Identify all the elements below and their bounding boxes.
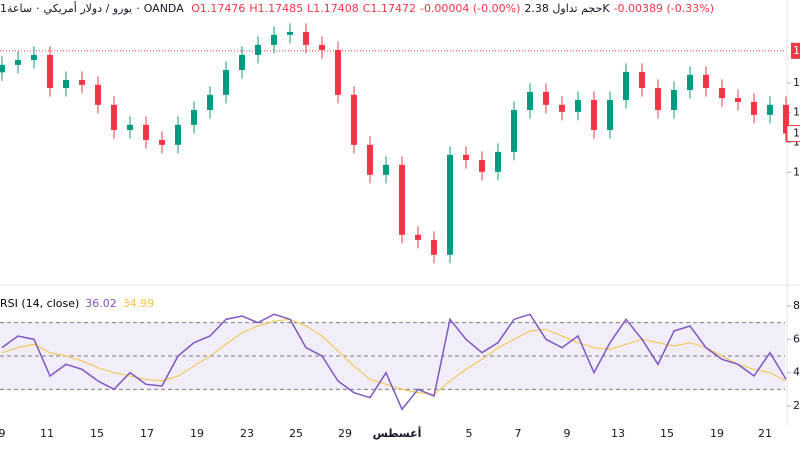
candle-body: [335, 49, 341, 95]
x-tick-label: 15: [660, 427, 674, 440]
rsi-line: [1, 318, 787, 395]
candle-body: [47, 54, 53, 89]
rsi-value: 36.02: [85, 297, 117, 310]
x-tick-label: 17: [140, 427, 154, 440]
candle-body: [319, 44, 325, 50]
close: C1.17472: [362, 2, 416, 15]
y-tick-label: 1: [793, 76, 800, 89]
candle-body: [31, 54, 37, 60]
candle-body: [527, 91, 533, 110]
symbol: يورو / دولار أمريكي: [43, 2, 133, 15]
reference-tag: [791, 42, 800, 59]
candle-body: [623, 71, 629, 100]
x-tick-label: 19: [710, 427, 724, 440]
candle-body: [15, 59, 21, 65]
x-tick-label: 13: [611, 427, 625, 440]
candle-body: [591, 99, 597, 130]
candle-body: [655, 88, 661, 110]
x-tick-label: 23: [240, 427, 254, 440]
candle-body: [543, 91, 549, 105]
candle-body: [495, 151, 501, 172]
high: H1.17485: [249, 2, 304, 15]
candle-body: [255, 44, 261, 55]
candle-body: [287, 31, 293, 35]
interval: 1ساعة: [0, 2, 33, 15]
x-tick-label: 19: [190, 427, 204, 440]
candle-body: [399, 164, 405, 235]
candle-body: [463, 154, 469, 160]
day-change: -0.00389 (-0.33%): [613, 2, 715, 15]
low: L1.17408: [307, 2, 359, 15]
header: 1ساعة · يورو / دولار أمريكي · OANDA O1.17476…: [0, 2, 718, 15]
x-tick-label: 5: [466, 427, 473, 440]
change: -0.00004 (-0.00%): [419, 2, 521, 15]
volume: حجم تداول 2.38K: [524, 2, 610, 15]
y-tick-label: 6: [793, 332, 800, 345]
candle-body: [383, 164, 389, 175]
candle-body: [415, 234, 421, 240]
x-tick-label: 15: [90, 427, 104, 440]
x-tick-label: 9: [564, 427, 571, 440]
candle-body: [703, 74, 709, 89]
candle-body: [143, 124, 149, 140]
candle-body: [559, 104, 565, 112]
candle-body: [303, 31, 309, 45]
candle-body: [223, 69, 229, 95]
separator: ·: [136, 2, 140, 15]
candle-body: [575, 99, 581, 112]
candle-body: [79, 79, 85, 85]
y-tick-label: 4: [793, 366, 800, 379]
candle-body: [207, 94, 213, 110]
reference-label: 1: [793, 44, 800, 57]
x-tick-label: 7: [515, 427, 522, 440]
x-tick-label: 25: [289, 427, 303, 440]
y-tick-label: 1: [793, 106, 800, 119]
open: O1.17476: [191, 2, 246, 15]
y-tick-label: 2: [793, 399, 800, 412]
rsi-line: [1, 313, 787, 411]
candle-body: [175, 124, 181, 145]
candle-body: [431, 239, 437, 255]
x-tick-label: أغسطس: [373, 426, 422, 440]
candle-body: [351, 94, 357, 145]
x-tick-label: 9: [0, 427, 6, 440]
candle-body: [783, 104, 789, 134]
y-tick-label: 8: [793, 299, 800, 312]
candle-body: [671, 89, 677, 110]
candle-body: [239, 54, 245, 70]
candle-body: [639, 71, 645, 89]
candle-body: [0, 64, 5, 73]
candle-body: [735, 98, 741, 102]
x-tick-label: 11: [40, 427, 54, 440]
x-tick-label: 29: [338, 427, 352, 440]
candle-body: [511, 109, 517, 152]
candle-body: [367, 144, 373, 175]
rsi-legend: RSI (14, close) 36.02 34.99: [0, 297, 160, 310]
candle-body: [127, 124, 133, 130]
candle-body: [479, 159, 485, 172]
candle-body: [751, 101, 757, 115]
separator: ·: [36, 2, 40, 15]
candle-body: [63, 79, 69, 89]
candle-body: [159, 139, 165, 145]
candle-body: [767, 104, 773, 115]
rsi-title: RSI (14, close): [0, 297, 80, 310]
candle-body: [95, 84, 101, 105]
y-tick-label: 1: [793, 165, 800, 178]
rsi-ma-value: 34.99: [122, 297, 155, 310]
candle-body: [719, 88, 725, 99]
broker: OANDA: [143, 2, 184, 15]
candle-body: [191, 109, 197, 125]
last-price-label: 1: [793, 127, 800, 140]
candle-body: [447, 154, 453, 255]
x-tick-label: 21: [758, 427, 772, 440]
candle-body: [111, 104, 117, 130]
candle-body: [607, 99, 613, 130]
last-price-tag: [786, 125, 800, 143]
candle-body: [271, 34, 277, 45]
candle-body: [687, 74, 693, 90]
